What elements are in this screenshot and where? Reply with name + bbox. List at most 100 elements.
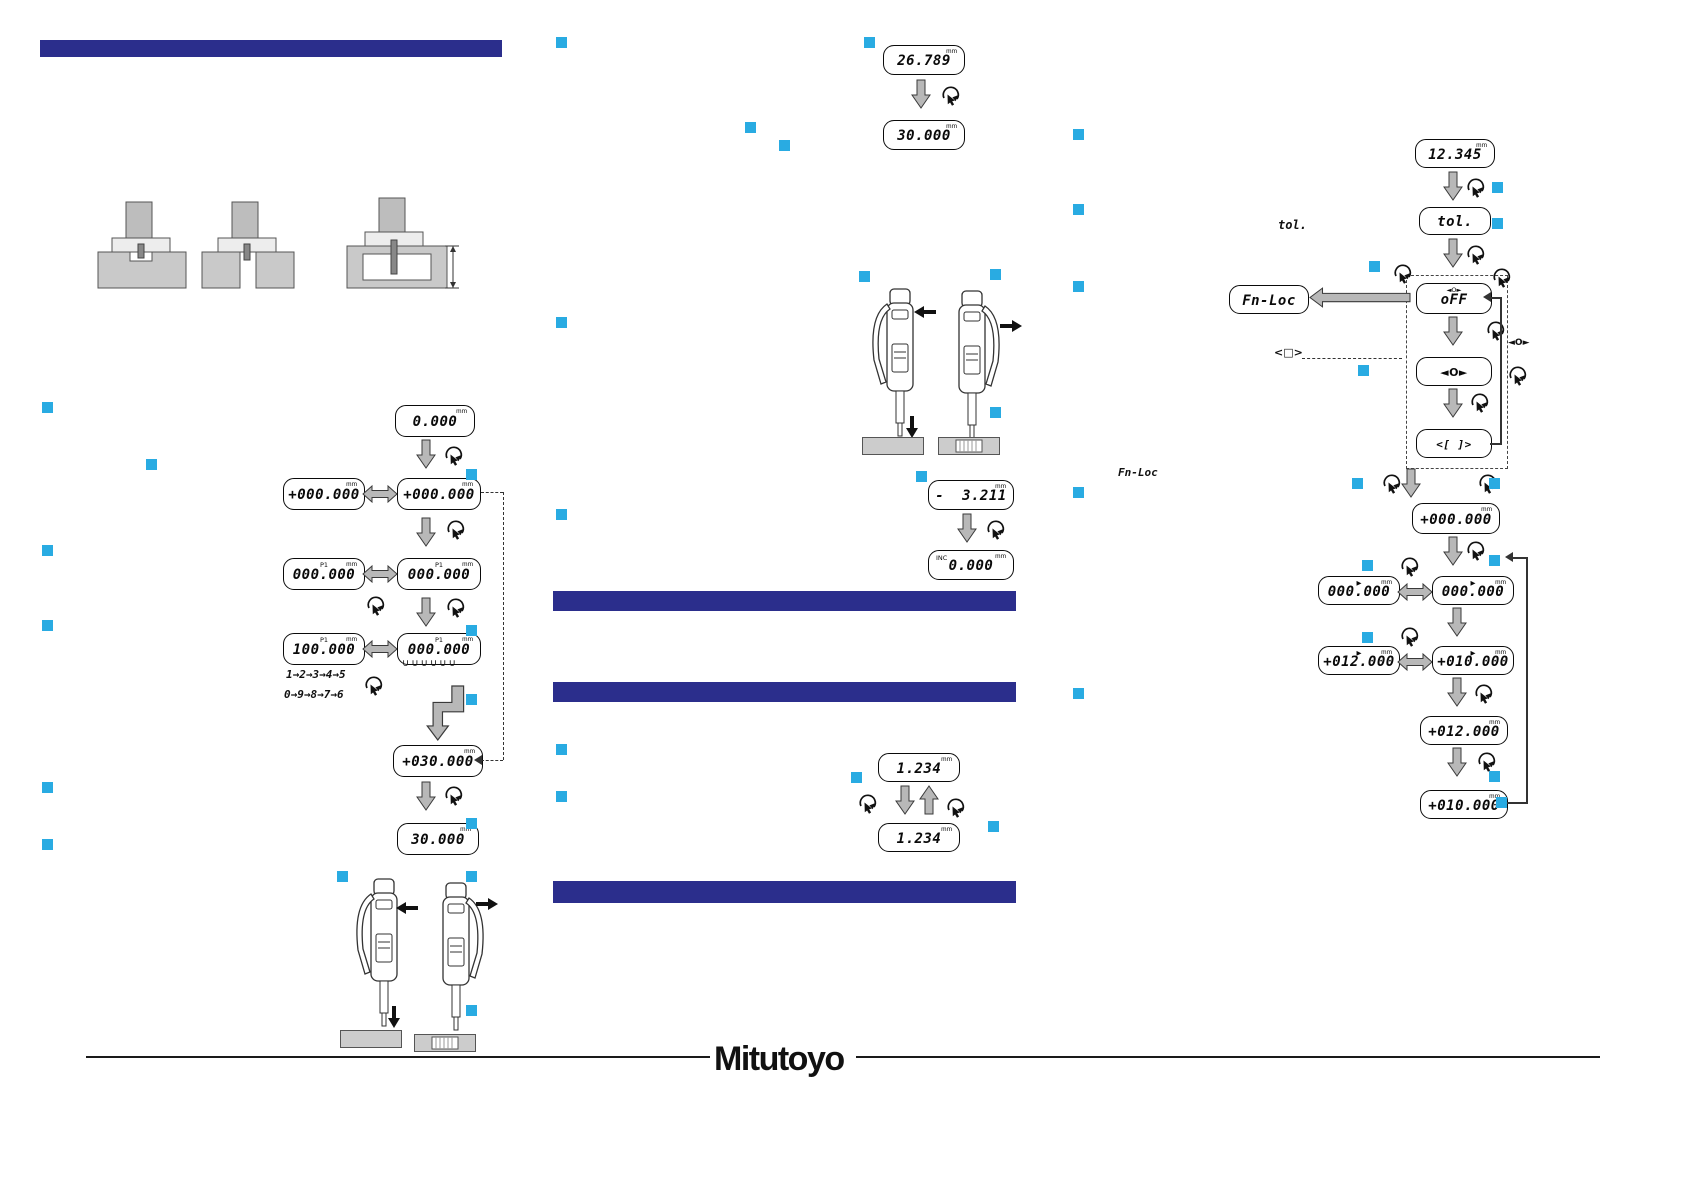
section-header-bar bbox=[553, 591, 1016, 611]
down-arrow-icon bbox=[1443, 316, 1463, 346]
step-marker bbox=[42, 545, 53, 556]
lcd-tag: ◄O► bbox=[1446, 285, 1462, 294]
lcd-preset-sign-a: +000.000 mm bbox=[283, 478, 365, 510]
footer-rule bbox=[86, 1056, 710, 1058]
lcd-unit: mm bbox=[941, 756, 952, 763]
down-arrow-icon bbox=[1443, 238, 1463, 268]
lcd-value: 12.345 bbox=[1428, 146, 1482, 163]
lcd-unit: mm bbox=[946, 123, 957, 130]
lcd-tag: P1 bbox=[434, 560, 444, 569]
step-marker bbox=[988, 821, 999, 832]
press-button-icon bbox=[1475, 684, 1493, 705]
step-marker bbox=[1362, 632, 1373, 643]
down-arrow-icon bbox=[1447, 677, 1467, 707]
lcd-value: 000.000 bbox=[407, 567, 471, 583]
press-button-icon bbox=[859, 794, 877, 815]
mode-annotation: ◄O► bbox=[1508, 338, 1530, 348]
lcd-unit: mm bbox=[456, 408, 467, 415]
lcd-hold-display-a: 1.234 mm bbox=[878, 753, 960, 782]
lcd-unit: mm bbox=[1495, 579, 1506, 586]
left-right-arrow-icon bbox=[362, 640, 398, 658]
lcd-preset-sign-b: +000.000 mm bbox=[397, 478, 481, 510]
down-arrow-icon bbox=[1401, 468, 1421, 498]
lcd-value: +030.000 bbox=[402, 754, 474, 770]
lcd-inc-zero-display: INC 0.000 mm bbox=[928, 550, 1014, 580]
step-marker bbox=[466, 818, 477, 829]
lcd-preset-value: +030.000 mm bbox=[393, 745, 483, 777]
lcd-tag: ▶ bbox=[1470, 648, 1476, 657]
step-marker bbox=[1073, 204, 1084, 215]
mitutoyo-logo: Mitutoyo bbox=[714, 1040, 845, 1078]
lcd-tag: INC bbox=[936, 554, 948, 562]
slotted-base-illustration bbox=[938, 437, 1000, 455]
step-marker bbox=[1489, 771, 1500, 782]
slotted-base-illustration bbox=[414, 1034, 476, 1052]
step-marker bbox=[1496, 797, 1507, 808]
lcd-unit: mm bbox=[462, 481, 473, 488]
digit-cycle-up: 1→2→3→4→5 bbox=[286, 668, 346, 681]
up-arrow-icon bbox=[919, 785, 939, 815]
connector-line bbox=[1490, 443, 1501, 445]
tol-annotation: tol. bbox=[1278, 218, 1307, 232]
step-marker bbox=[1352, 478, 1363, 489]
mounting-illustration-groove bbox=[346, 197, 459, 289]
press-button-icon bbox=[445, 446, 463, 467]
lcd-unit: mm bbox=[995, 483, 1006, 490]
arrowhead-icon bbox=[1505, 552, 1513, 562]
down-arrow-icon bbox=[1443, 536, 1463, 566]
step-marker bbox=[556, 791, 567, 802]
fn-loc-annotation: Fn-Loc bbox=[1118, 466, 1158, 479]
step-marker bbox=[990, 407, 1001, 418]
press-button-icon bbox=[1401, 627, 1419, 648]
press-button-icon bbox=[447, 598, 465, 619]
down-arrow-icon bbox=[416, 597, 436, 627]
depth-gauge-illustration bbox=[352, 878, 416, 1028]
press-button-icon bbox=[987, 520, 1005, 541]
left-right-arrow-icon bbox=[1397, 583, 1433, 601]
lcd-limit-a: ▶ 000.000 mm bbox=[1318, 576, 1400, 605]
press-button-icon bbox=[947, 798, 965, 819]
connector-line bbox=[481, 760, 503, 761]
down-arrow-icon bbox=[1447, 747, 1467, 777]
lcd-unit: mm bbox=[1381, 649, 1392, 656]
lcd-unit: mm bbox=[1495, 649, 1506, 656]
step-marker bbox=[42, 402, 53, 413]
lcd-bracket-mode: <[ ]> bbox=[1416, 429, 1492, 458]
lcd-value: +012.000 bbox=[1428, 723, 1500, 740]
reference-base-illustration bbox=[862, 437, 924, 455]
lcd-tolerance-reading: 12.345 mm bbox=[1415, 139, 1495, 168]
step-marker bbox=[1492, 182, 1503, 193]
lcd-value: +012.000 bbox=[1323, 653, 1395, 670]
down-arrow-icon bbox=[416, 781, 436, 811]
lcd-tol-zero: +000.000 mm bbox=[1412, 503, 1500, 534]
step-marker bbox=[779, 140, 790, 151]
step-marker bbox=[556, 509, 567, 520]
down-arrow-icon bbox=[416, 439, 436, 469]
lcd-value: tol. bbox=[1437, 214, 1473, 230]
step-marker bbox=[1369, 261, 1380, 272]
lcd-unit: mm bbox=[1489, 793, 1500, 800]
step-marker bbox=[337, 871, 348, 882]
lcd-tol-off: ◄O► oFF bbox=[1416, 283, 1492, 314]
section-header-bar bbox=[40, 40, 502, 57]
connector-line bbox=[1506, 802, 1527, 804]
press-button-icon bbox=[1509, 366, 1527, 387]
section-header-bar bbox=[553, 682, 1016, 702]
lcd-value: +010.000 bbox=[1437, 653, 1509, 670]
press-button-icon bbox=[447, 520, 465, 541]
lcd-unit: mm bbox=[464, 748, 475, 755]
lcd-unit: mm bbox=[946, 48, 957, 55]
lcd-value: - 3.211 bbox=[935, 488, 1007, 504]
down-arrow-icon bbox=[911, 79, 931, 109]
lcd-limit-value-b: ▶ +010.000 mm bbox=[1432, 646, 1514, 675]
lcd-tag: ▶ bbox=[1356, 648, 1362, 657]
step-marker bbox=[42, 620, 53, 631]
down-motion-arrow-icon bbox=[388, 1006, 400, 1028]
press-button-icon bbox=[1487, 321, 1505, 342]
lcd-fn-loc: Fn-Loc bbox=[1229, 285, 1309, 314]
lcd-tag: P1 bbox=[319, 635, 329, 644]
right-motion-arrow-icon bbox=[1000, 320, 1022, 332]
lcd-unit: mm bbox=[1481, 506, 1492, 513]
lcd-value: 000.000 bbox=[1441, 583, 1505, 600]
lcd-tag: ▶ bbox=[1470, 578, 1476, 587]
